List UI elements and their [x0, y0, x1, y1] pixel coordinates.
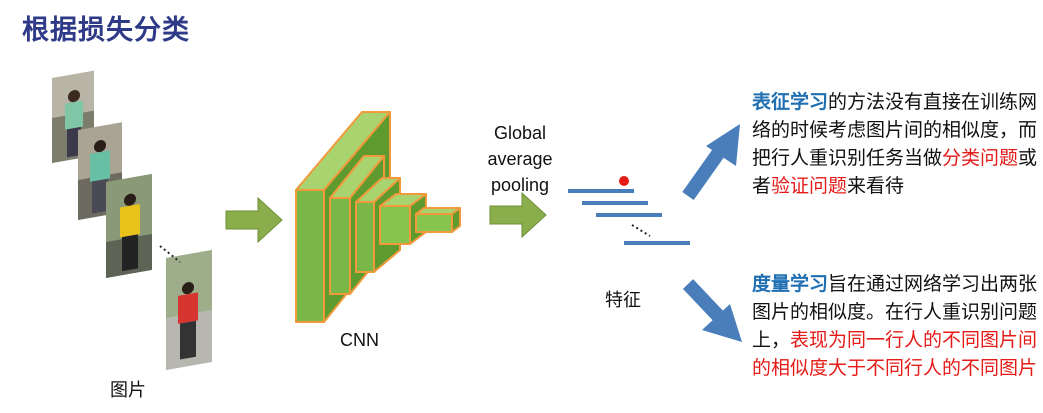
feature-vectors [568, 189, 690, 245]
pooling-label-line-1: Global [493, 123, 547, 143]
cnn-label: CNN [340, 330, 379, 350]
metric-keyword: 度量学习 [752, 273, 829, 295]
representation-red-1: 分类问题 [942, 147, 1019, 169]
metric-text-before: 旨在通过网络学习出两张图片的相似度。在行人重识别问题上， [752, 273, 1038, 351]
feature-dot [619, 176, 629, 186]
representation-learning-text: 表征学习的方法没有直接在训练网络的时候考虑图片间的相似度，而把行人重识别任务当做… [752, 88, 1040, 200]
page-title: 根据损失分类 [22, 15, 190, 46]
metric-learning-text: 度量学习旨在通过网络学习出两张图片的相似度。在行人重识别问题上，表现为同一行人的… [752, 270, 1040, 382]
cnn-block [295, 111, 461, 323]
representation-text-after: 来看待 [847, 175, 905, 197]
feature-label: 特征 [605, 290, 641, 311]
person-image-4 [166, 249, 212, 370]
pooling-label-line-2: average [487, 149, 553, 169]
pooling-label-line-3: pooling [490, 175, 550, 195]
pooling-label: Global average pooling [470, 120, 570, 198]
arrow-to-feature [489, 191, 547, 239]
arrow-down-right [682, 279, 742, 342]
representation-red-2: 验证问题 [771, 175, 848, 197]
representation-mid: 或者 [752, 147, 1038, 197]
images-label: 图片 [110, 380, 146, 401]
person-image-stack [52, 70, 212, 370]
representation-keyword: 表征学习 [752, 91, 829, 113]
arrow-up-right [682, 124, 740, 201]
metric-red: 表现为同一行人的不同图片间的相似度大于不同行人的不同图片 [752, 329, 1038, 379]
arrow-to-cnn [225, 196, 283, 244]
person-image-3 [106, 173, 152, 278]
representation-text-before: 的方法没有直接在训练网络的时候考虑图片间的相似度，而把行人重识别任务当做 [752, 91, 1038, 169]
